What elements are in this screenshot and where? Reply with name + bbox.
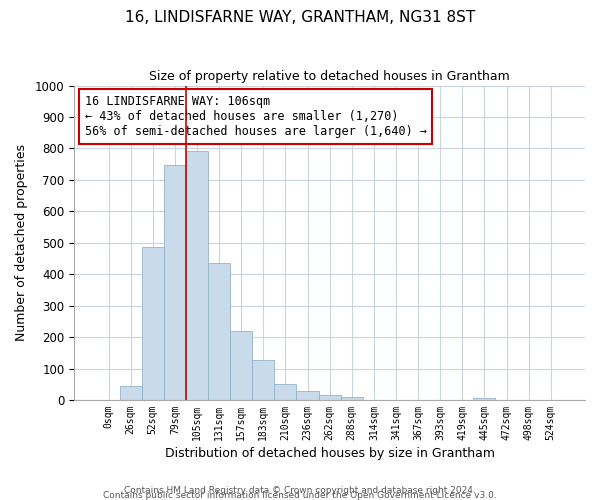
Text: Contains public sector information licensed under the Open Government Licence v3: Contains public sector information licen… [103,490,497,500]
Bar [319,395,341,400]
Bar [164,165,186,400]
Bar [208,263,230,400]
Bar [296,391,319,400]
X-axis label: Distribution of detached houses by size in Grantham: Distribution of detached houses by size … [164,447,494,460]
Text: Contains HM Land Registry data © Crown copyright and database right 2024.: Contains HM Land Registry data © Crown c… [124,486,476,495]
Bar [252,360,274,400]
Bar [186,150,208,400]
Bar [142,247,164,400]
Y-axis label: Number of detached properties: Number of detached properties [15,144,28,341]
Text: 16 LINDISFARNE WAY: 106sqm
← 43% of detached houses are smaller (1,270)
56% of s: 16 LINDISFARNE WAY: 106sqm ← 43% of deta… [85,95,427,138]
Bar [473,398,496,400]
Bar [341,398,363,400]
Title: Size of property relative to detached houses in Grantham: Size of property relative to detached ho… [149,70,510,83]
Text: 16, LINDISFARNE WAY, GRANTHAM, NG31 8ST: 16, LINDISFARNE WAY, GRANTHAM, NG31 8ST [125,10,475,25]
Bar [119,386,142,400]
Bar [230,331,252,400]
Bar [274,384,296,400]
